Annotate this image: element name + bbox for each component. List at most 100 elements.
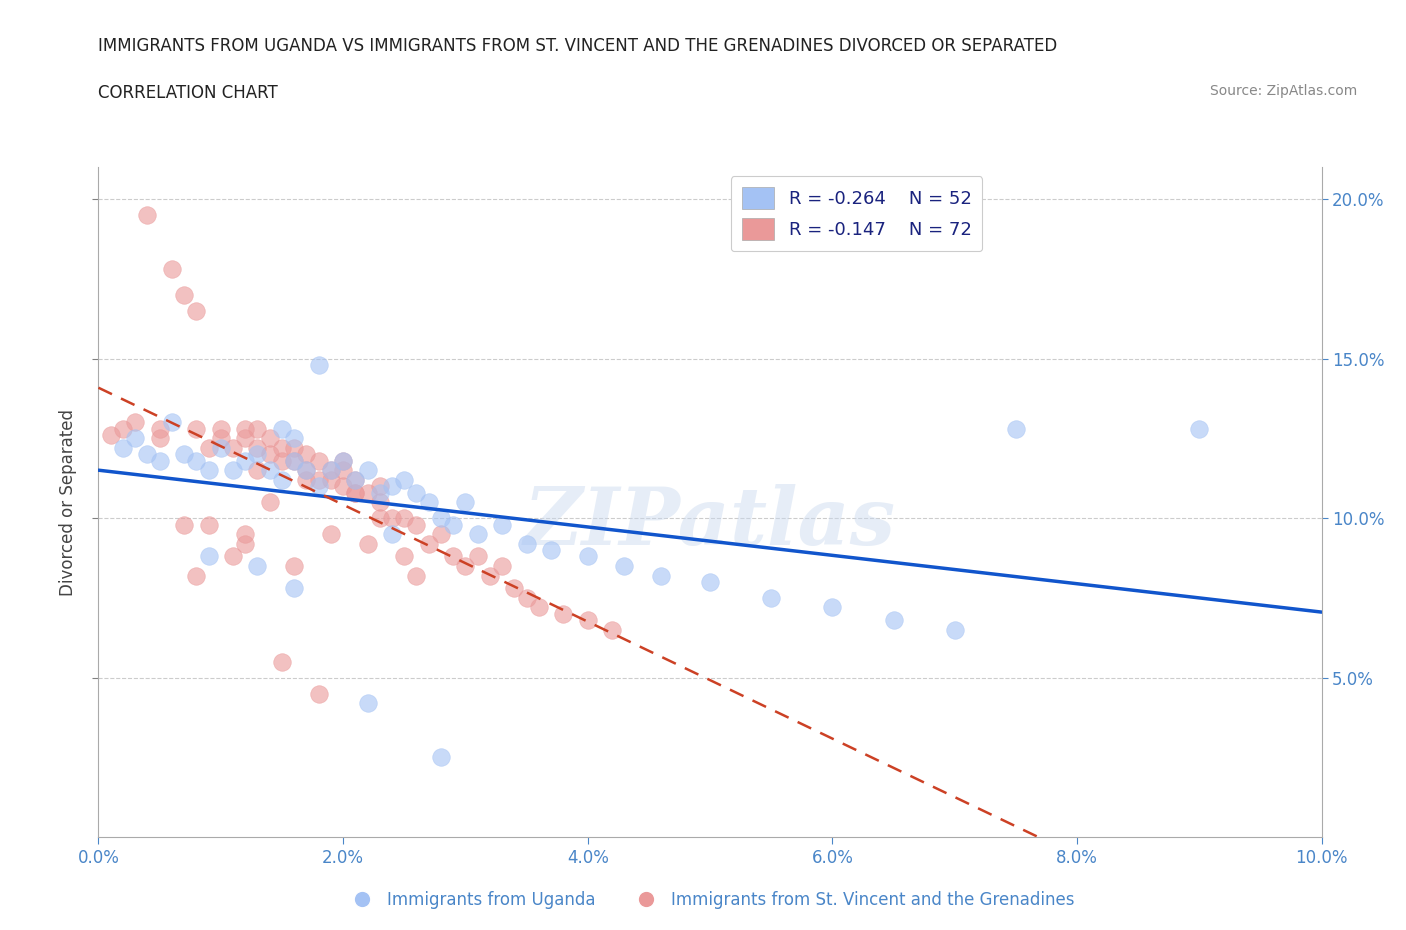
Point [295, 463, 318, 478]
Point [259, 447, 281, 462]
Point [149, 431, 172, 445]
Point [454, 559, 477, 574]
Point [111, 421, 134, 436]
Point [344, 485, 367, 500]
Point [233, 453, 256, 468]
Text: CORRELATION CHART: CORRELATION CHART [98, 84, 278, 101]
Point [186, 568, 208, 583]
Point [332, 463, 354, 478]
Point [197, 441, 219, 456]
Point [100, 428, 122, 443]
Point [467, 549, 489, 564]
Point [259, 431, 281, 445]
Point [381, 479, 404, 494]
Point [295, 463, 318, 478]
Point [270, 421, 292, 436]
Point [527, 600, 550, 615]
Point [197, 517, 219, 532]
Point [246, 463, 269, 478]
Point [186, 303, 208, 318]
Point [197, 463, 219, 478]
Point [246, 559, 269, 574]
Point [759, 591, 782, 605]
Point [186, 453, 208, 468]
Point [405, 517, 427, 532]
Point [149, 421, 172, 436]
Point [332, 453, 354, 468]
Point [283, 431, 305, 445]
Point [516, 537, 538, 551]
Point [454, 495, 477, 510]
Point [405, 485, 427, 500]
Point [173, 517, 195, 532]
Point [209, 421, 232, 436]
Text: Source: ZipAtlas.com: Source: ZipAtlas.com [1209, 84, 1357, 98]
Point [173, 287, 195, 302]
Point [356, 696, 378, 711]
Point [308, 479, 330, 494]
Point [160, 262, 183, 277]
Point [821, 600, 844, 615]
Point [491, 517, 513, 532]
Point [270, 472, 292, 487]
Point [344, 472, 367, 487]
Point [392, 511, 416, 525]
Point [160, 415, 183, 430]
Point [319, 463, 342, 478]
Point [283, 581, 305, 596]
Point [368, 479, 391, 494]
Point [491, 559, 513, 574]
Point [405, 568, 427, 583]
Point [467, 526, 489, 541]
Point [650, 568, 672, 583]
Point [441, 549, 464, 564]
Point [441, 517, 464, 532]
Point [209, 441, 232, 456]
Point [576, 613, 599, 628]
Point [319, 463, 342, 478]
Point [381, 526, 404, 541]
Point [943, 622, 966, 637]
Text: IMMIGRANTS FROM UGANDA VS IMMIGRANTS FROM ST. VINCENT AND THE GRENADINES DIVORCE: IMMIGRANTS FROM UGANDA VS IMMIGRANTS FRO… [98, 37, 1057, 55]
Point [246, 447, 269, 462]
Point [332, 479, 354, 494]
Point [392, 472, 416, 487]
Point [1004, 421, 1026, 436]
Point [233, 537, 256, 551]
Point [308, 358, 330, 373]
Point [600, 622, 623, 637]
Point [368, 495, 391, 510]
Point [111, 441, 134, 456]
Point [270, 441, 292, 456]
Point [392, 549, 416, 564]
Point [418, 537, 440, 551]
Point [222, 441, 245, 456]
Point [478, 568, 501, 583]
Point [356, 485, 378, 500]
Point [356, 537, 378, 551]
Legend: Immigrants from Uganda, Immigrants from St. Vincent and the Grenadines: Immigrants from Uganda, Immigrants from … [339, 884, 1081, 916]
Point [503, 581, 526, 596]
Point [1188, 421, 1211, 436]
Point [308, 472, 330, 487]
Point [283, 441, 305, 456]
Point [124, 415, 146, 430]
Point [222, 549, 245, 564]
Point [283, 559, 305, 574]
Text: ZIPatlas: ZIPatlas [524, 484, 896, 561]
Point [270, 654, 292, 669]
Point [308, 686, 330, 701]
Point [308, 453, 330, 468]
Point [197, 549, 219, 564]
Point [344, 485, 367, 500]
Point [233, 431, 256, 445]
Point [368, 485, 391, 500]
Point [381, 511, 404, 525]
Point [136, 207, 159, 222]
Point [295, 447, 318, 462]
Point [319, 526, 342, 541]
Point [295, 472, 318, 487]
Point [356, 463, 378, 478]
Point [319, 472, 342, 487]
Point [418, 495, 440, 510]
